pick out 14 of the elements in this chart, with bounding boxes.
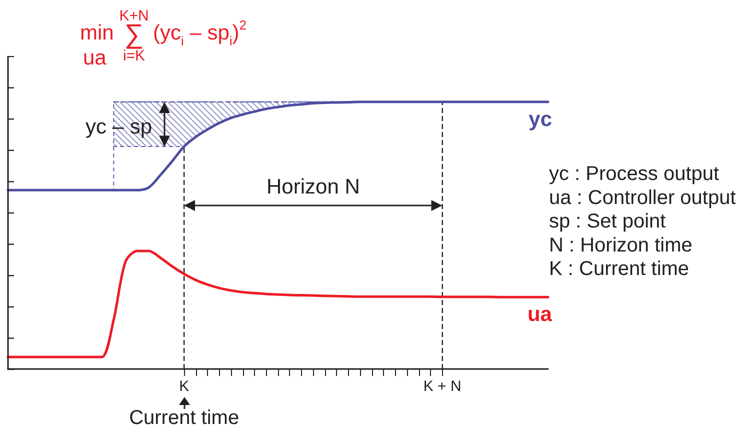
series-label: ua xyxy=(527,303,552,326)
x-tick-label: K + N xyxy=(423,378,462,395)
text: N : Horizon time xyxy=(549,234,692,256)
text: sp : Set point xyxy=(549,210,666,233)
text: yc : Process output xyxy=(549,163,720,185)
text: i=K xyxy=(122,48,146,64)
text: ua : Controller output xyxy=(549,186,736,209)
text: K : Current time xyxy=(549,258,690,280)
x-tick-label: K xyxy=(179,378,190,395)
text: Current time xyxy=(129,407,240,429)
text: min xyxy=(80,22,114,44)
series-label: yc xyxy=(528,108,552,131)
text: ua xyxy=(83,46,107,70)
annotation: Horizon N xyxy=(266,176,360,198)
